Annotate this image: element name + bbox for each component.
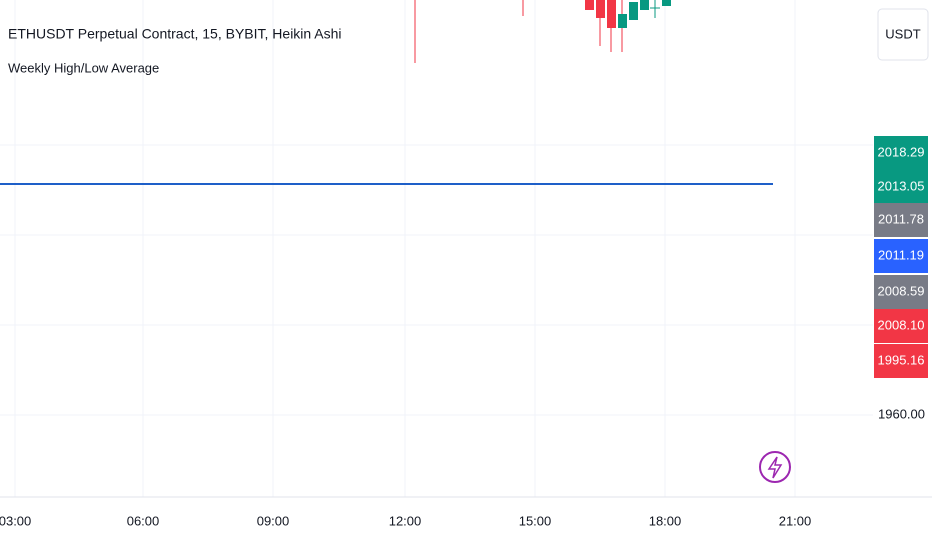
candle-body — [629, 2, 638, 20]
candle-body — [596, 0, 605, 18]
price-badge — [874, 275, 928, 309]
alert-bolt — [767, 456, 783, 479]
symbol-title: ETHUSDT Perpetual Contract, 15, BYBIT, H… — [8, 26, 342, 42]
candle-body — [607, 0, 616, 28]
candle-body — [640, 0, 649, 10]
indicator-name: Weekly High/Low Average — [8, 60, 159, 75]
time-label: 18:00 — [649, 513, 682, 528]
candles — [414, 0, 671, 63]
time-label: 06:00 — [127, 513, 160, 528]
alert-icon[interactable] — [759, 451, 791, 483]
candle-body — [618, 14, 627, 28]
price-badge-label: 2008.59 — [878, 283, 925, 298]
price-axis-tick: 1960.00 — [878, 406, 925, 421]
price-badge — [874, 239, 928, 273]
time-label: 21:00 — [779, 513, 812, 528]
time-label: 03:00 — [0, 513, 31, 528]
price-badge — [874, 170, 928, 204]
price-badge-label: 2018.29 — [878, 144, 925, 159]
time-label: 09:00 — [257, 513, 290, 528]
currency-button[interactable] — [877, 8, 929, 61]
price-badge-label: 1995.16 — [878, 352, 925, 367]
currency-label[interactable]: USDT — [885, 26, 920, 41]
price-badge-label: 2013.05 — [878, 178, 925, 193]
candle-body — [662, 0, 671, 6]
candle-body — [585, 0, 594, 10]
price-badge-label: 2011.19 — [878, 247, 924, 262]
time-label: 12:00 — [389, 513, 422, 528]
time-label: 15:00 — [519, 513, 552, 528]
grid — [0, 0, 873, 497]
price-badge — [874, 203, 928, 237]
price-badge-label: 2008.10 — [878, 317, 925, 332]
price-badge — [874, 136, 928, 170]
price-badge — [874, 344, 928, 378]
dynamic-layer: 03:00 06:00 09:00 12:00 15:00 18:00 21:00 2018.… — [0, 136, 928, 528]
price-badge — [874, 309, 928, 343]
price-badge-label: 2011.78 — [878, 211, 924, 226]
